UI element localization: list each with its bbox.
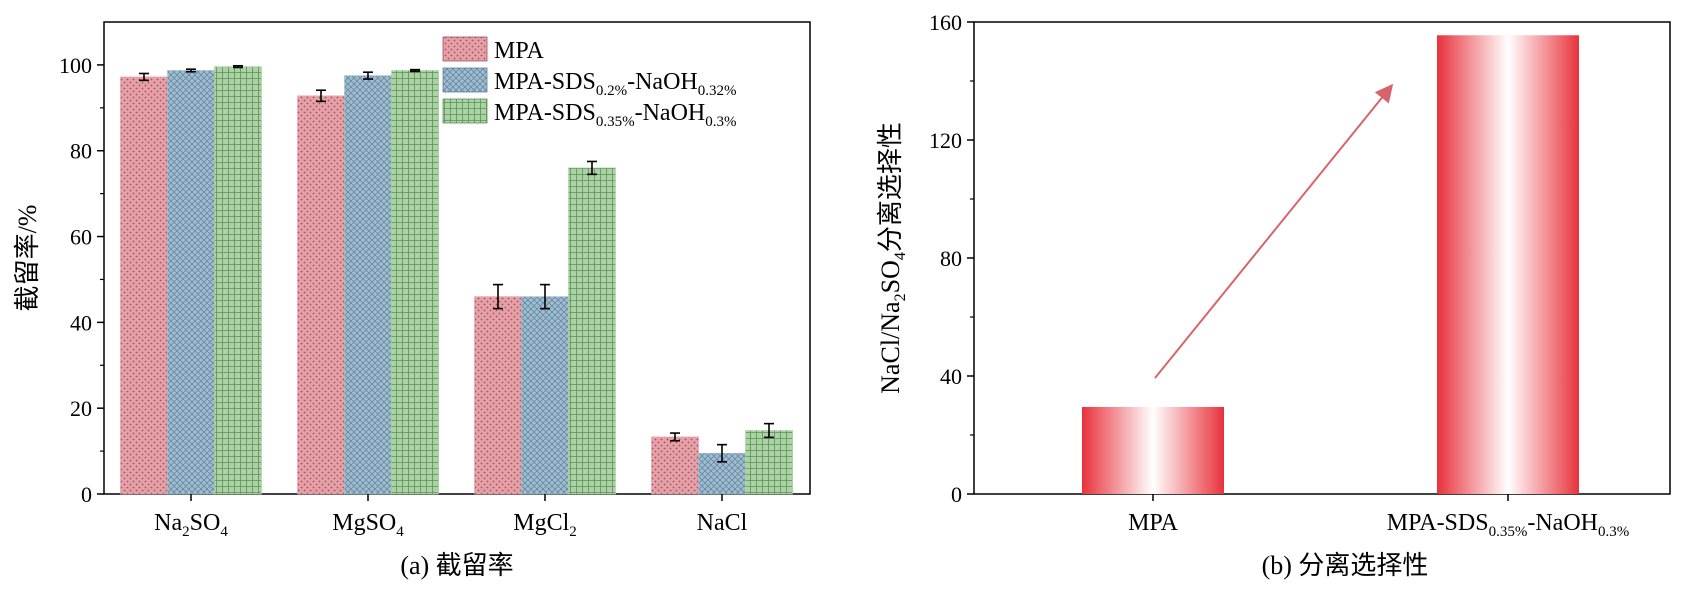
chart-a-x-tick-label: NaCl [697, 510, 748, 536]
chart-a-x-tick-label: Na2SO4 [154, 510, 228, 540]
legend-label-mpa: MPA [494, 38, 544, 64]
chart-b: 0 40 80 120 160 MPA MPA-SDS0.35%-NaOH0.3% Na… [876, 10, 1671, 580]
legend-swatch-mpa-sds02 [442, 67, 488, 93]
chart-a-bar [297, 95, 345, 495]
chart-a-legend: MPA MPA-SDS0.2%-NaOH0.32% MPA-SDS0.35%-N… [442, 36, 736, 130]
legend-label-mpa-sds02: MPA-SDS0.2%-NaOH0.32% [494, 69, 736, 99]
chart-a-bar [391, 70, 439, 495]
chart-a-bar [745, 430, 793, 495]
chart-a-bar [167, 70, 215, 495]
chart-a-bar [120, 76, 168, 495]
chart-a-x-tick-label: MgCl2 [513, 510, 577, 540]
chart-b-increase-arrow [1154, 83, 1394, 379]
chart-b-bar [1082, 406, 1224, 494]
legend-swatch-mpa [442, 36, 488, 62]
chart-a-y-label: 截留率/% [13, 205, 42, 312]
chart-a-bar [651, 436, 699, 495]
chart-b-bars [1082, 35, 1579, 495]
chart-a-y-tick-label: 40 [70, 310, 92, 335]
chart-b-y-tick-label: 160 [929, 10, 962, 35]
chart-a-caption: (a) 截留率 [400, 551, 513, 580]
chart-a-bar [344, 75, 392, 495]
chart-a-bar [521, 296, 569, 495]
chart-a-y-tick-label: 100 [59, 53, 92, 78]
chart-a-x-axis: Na2SO4 MgSO4 MgCl2 NaCl [154, 494, 748, 540]
chart-a-frame [103, 21, 811, 495]
chart-b-y-label: NaCl/Na2SO4分离选择性 [876, 122, 909, 394]
chart-a-bars [120, 64, 793, 495]
chart-b-y-tick-label: 40 [940, 364, 962, 389]
chart-a-y-tick-label: 80 [70, 139, 92, 164]
chart-a-y-axis: 0 20 40 60 80 100 [59, 53, 104, 507]
chart-b-y-tick-label: 80 [940, 246, 962, 271]
legend-label-mpa-sds035: MPA-SDS0.35%-NaOH0.3% [494, 100, 736, 130]
chart-b-y-tick-label: 120 [929, 128, 962, 153]
legend-swatch-mpa-sds035 [442, 98, 488, 124]
chart-b-y-axis: 0 40 80 120 160 [929, 10, 974, 507]
chart-a-x-tick-label: MgSO4 [332, 510, 404, 540]
chart-a-y-tick-label: 20 [70, 396, 92, 421]
chart-b-x-axis: MPA MPA-SDS0.35%-NaOH0.3% [1128, 494, 1629, 540]
chart-a-y-tick-label: 0 [81, 482, 92, 507]
chart-a: 0 20 40 60 80 100 Na2SO4 MgSO4 MgCl2 NaCl MPA MP… [13, 21, 811, 580]
chart-b-caption: (b) 分离选择性 [1262, 551, 1429, 580]
chart-b-bar [1437, 35, 1579, 495]
chart-b-x-tick-mpa-sds035: MPA-SDS0.35%-NaOH0.3% [1387, 510, 1629, 540]
chart-a-bar [474, 296, 522, 495]
chart-a-bar [214, 66, 262, 495]
chart-a-y-tick-label: 60 [70, 225, 92, 250]
chart-a-bar [568, 167, 616, 495]
chart-b-x-tick-mpa: MPA [1128, 510, 1178, 536]
chart-b-y-tick-label: 0 [951, 482, 962, 507]
